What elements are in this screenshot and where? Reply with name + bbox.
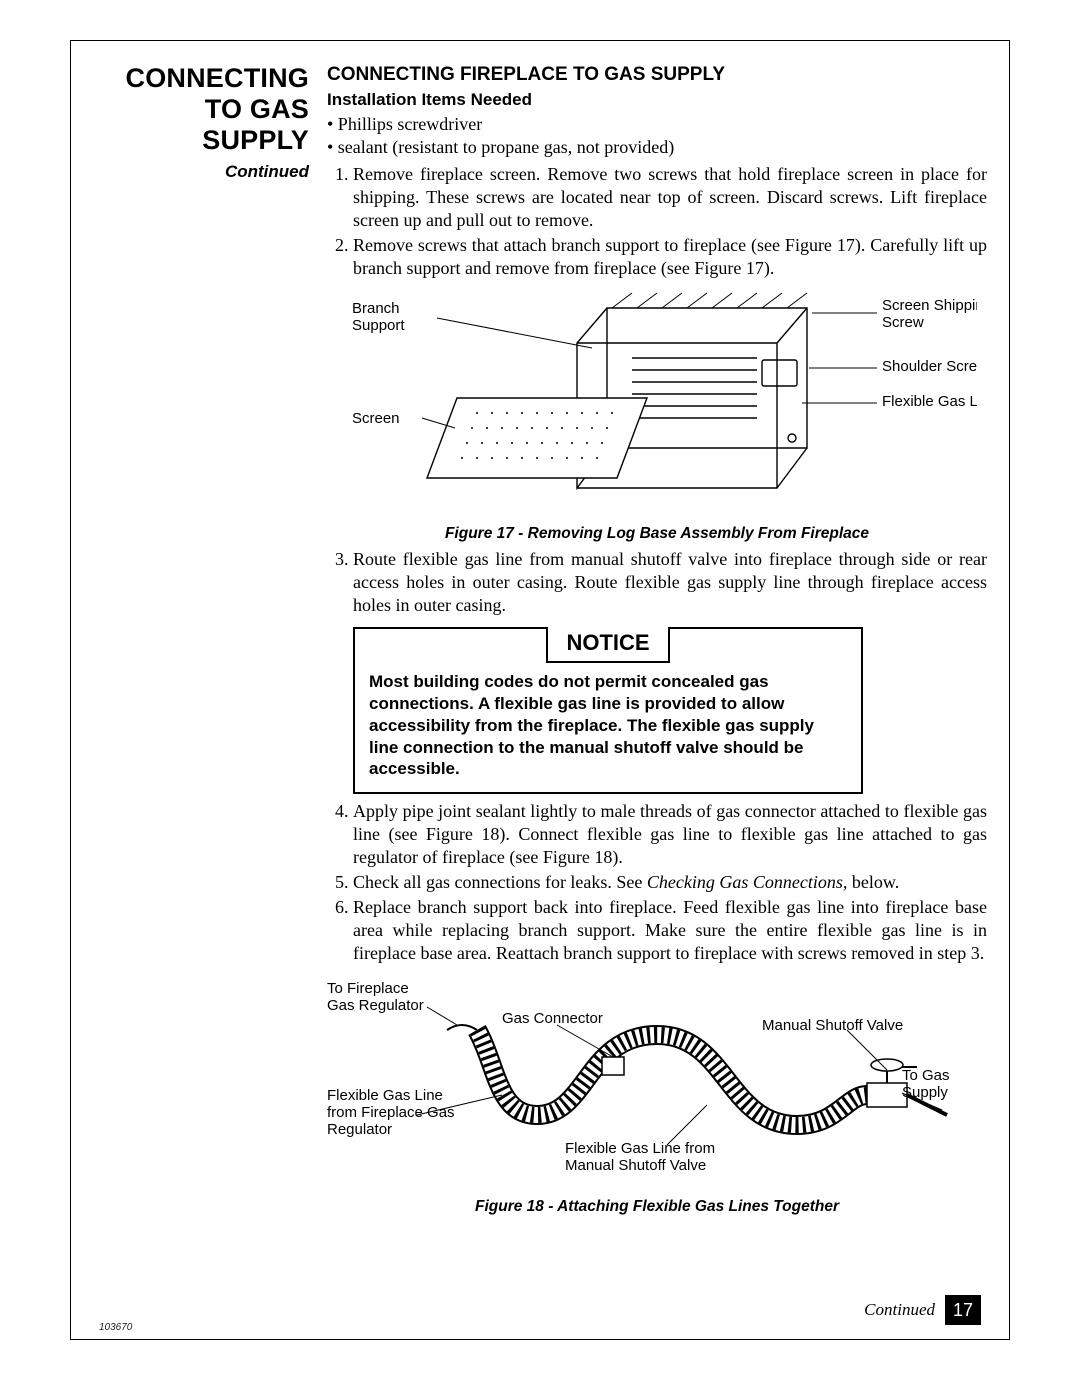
bullet-item: • sealant (resistant to propane gas, not… — [327, 136, 987, 159]
step-6: Replace branch support back into firepla… — [353, 896, 987, 965]
content-heading: CONNECTING FIREPLACE TO GAS SUPPLY — [327, 63, 987, 87]
figure-18: To FireplaceGas Regulator Flexible Gas L… — [327, 975, 987, 1217]
steps-list-a: Remove fireplace screen. Remove two scre… — [327, 163, 987, 280]
figure-17: BranchSupport Screen Screen ShippingScre… — [327, 288, 987, 544]
fig17-label-screen: Screen — [352, 410, 400, 427]
step-2: Remove screws that attach branch support… — [353, 234, 987, 280]
page-frame: CONNECTING TO GAS SUPPLY Continued CONNE… — [70, 40, 1010, 1340]
document-number: 103670 — [99, 1322, 132, 1333]
step-4: Apply pipe joint sealant lightly to male… — [353, 800, 987, 869]
fig17-label-shoulder: Shoulder Screw — [882, 358, 977, 375]
footer-continued: Continued — [864, 1300, 935, 1320]
main-content: CONNECTING FIREPLACE TO GAS SUPPLY Insta… — [327, 63, 987, 1217]
section-title: CONNECTING TO GAS SUPPLY — [99, 63, 309, 156]
step-5b: Checking Gas Connections, — [647, 872, 847, 892]
bullet-list: • Phillips screwdriver • sealant (resist… — [327, 113, 987, 159]
figure-17-caption: Figure 17 - Removing Log Base Assembly F… — [327, 524, 987, 544]
figure-18-svg: To FireplaceGas Regulator Flexible Gas L… — [327, 975, 987, 1185]
title-line-2: TO GAS — [205, 94, 309, 124]
step-5c: below. — [847, 872, 899, 892]
content-subheading: Installation Items Needed — [327, 89, 987, 111]
content-columns: CONNECTING TO GAS SUPPLY Continued CONNE… — [99, 63, 981, 1217]
figure-18-caption: Figure 18 - Attaching Flexible Gas Lines… — [327, 1197, 987, 1217]
notice-title-wrap: NOTICE — [369, 627, 847, 663]
step-5a: Check all gas connections for leaks. See — [353, 872, 647, 892]
notice-box: NOTICE Most building codes do not permit… — [353, 627, 863, 794]
step-5: Check all gas connections for leaks. See… — [353, 871, 987, 894]
fig18-to-fireplace: To FireplaceGas Regulator — [327, 980, 424, 1014]
fig18-flex-valve: Flexible Gas Line fromManual Shutoff Val… — [565, 1140, 715, 1174]
page-footer: Continued 17 — [864, 1295, 981, 1325]
sidebar-title-column: CONNECTING TO GAS SUPPLY Continued — [99, 63, 309, 1217]
notice-body: Most building codes do not permit concea… — [369, 671, 847, 780]
fig17-label-flex: Flexible Gas Line — [882, 393, 977, 410]
title-line-1: CONNECTING — [126, 63, 310, 93]
step-3: Route flexible gas line from manual shut… — [353, 548, 987, 617]
fig18-manual-valve: Manual Shutoff Valve — [762, 1017, 903, 1034]
page-number: 17 — [945, 1295, 981, 1325]
steps-list-b: Route flexible gas line from manual shut… — [327, 548, 987, 617]
bullet-item: • Phillips screwdriver — [327, 113, 987, 136]
continued-label: Continued — [99, 162, 309, 182]
fig18-gas-connector: Gas Connector — [502, 1010, 603, 1027]
step-1: Remove fireplace screen. Remove two scre… — [353, 163, 987, 232]
figure-17-svg: BranchSupport Screen Screen ShippingScre… — [337, 288, 977, 518]
notice-title: NOTICE — [546, 627, 669, 663]
steps-list-c: Apply pipe joint sealant lightly to male… — [327, 800, 987, 965]
fig18-to-gas: To GasSupply — [902, 1067, 950, 1101]
fig17-label-screenship: Screen ShippingScrew — [882, 297, 977, 331]
fig18-flex-reg: Flexible Gas Linefrom Fireplace GasRegul… — [327, 1087, 455, 1138]
fig17-label-branch: BranchSupport — [352, 300, 405, 334]
title-line-3: SUPPLY — [202, 125, 309, 155]
